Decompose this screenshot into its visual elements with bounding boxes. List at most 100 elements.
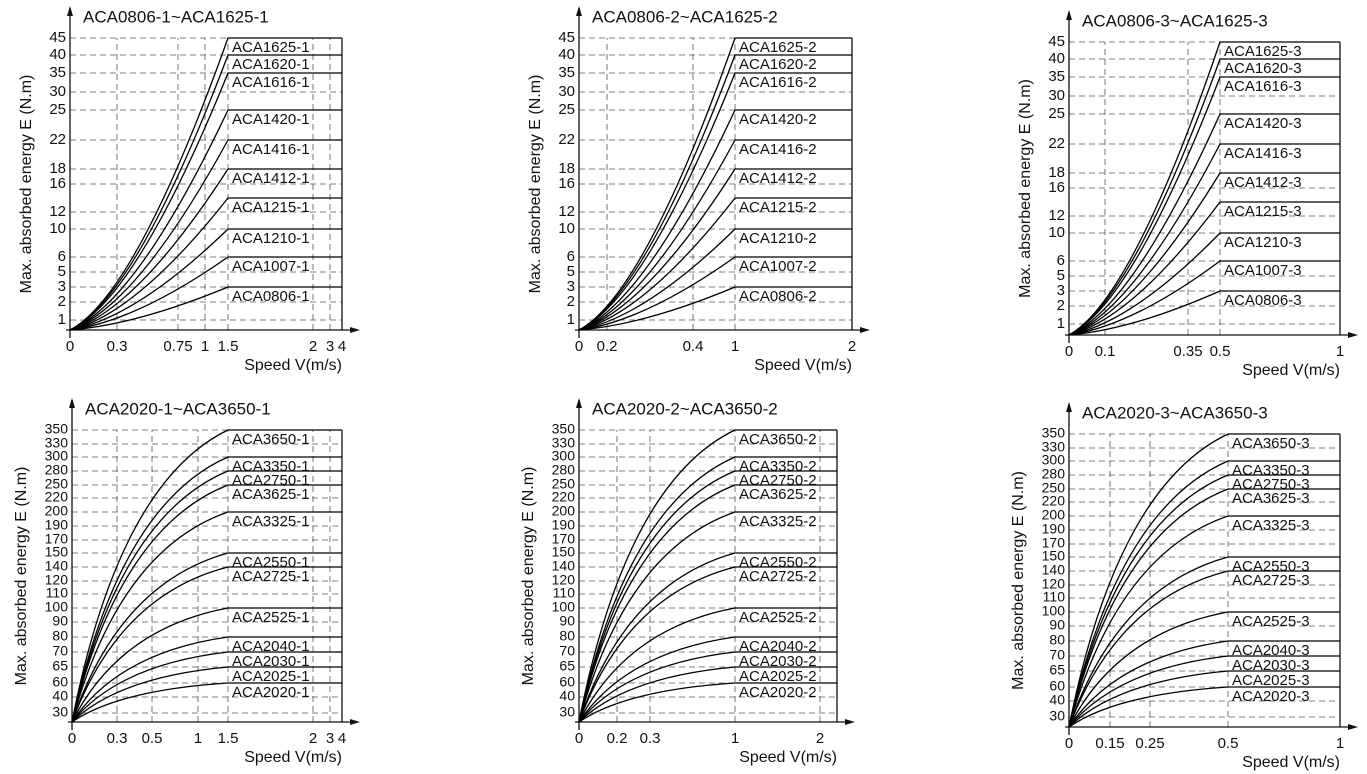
series-label: ACA0806-1: [232, 288, 310, 305]
series-line: [578, 682, 837, 723]
series-line: [1068, 201, 1340, 336]
y-tick-label: 150: [1042, 548, 1066, 564]
series-line: [71, 470, 342, 723]
y-tick-label: 65: [52, 658, 68, 674]
series-label: ACA2025-2: [739, 668, 817, 685]
series-line: [1068, 670, 1340, 728]
x-axis-arrow: [350, 719, 360, 725]
x-tick-label: 0: [66, 338, 74, 355]
series-line: [578, 72, 852, 331]
series-label: ACA1620-1: [232, 56, 310, 73]
y-tick-label: 170: [552, 531, 576, 547]
x-axis-arrow: [860, 327, 870, 333]
series-line: [578, 607, 837, 723]
series-line: [1068, 640, 1340, 728]
y-tick-label: 25: [558, 101, 575, 118]
y-tick-label: 6: [567, 248, 575, 265]
y-tick-label: 45: [558, 29, 575, 46]
series-line: [578, 511, 837, 723]
series-line: [1068, 76, 1340, 336]
x-tick-label: 0.5: [1218, 735, 1239, 752]
y-axis-label: Max. absorbed energy E (N.m): [1010, 471, 1027, 690]
y-tick-label: 70: [52, 643, 68, 659]
y-tick-label: 120: [552, 572, 576, 588]
series-label: ACA3625-2: [739, 486, 817, 503]
x-tick-label: 0.75: [163, 338, 192, 355]
y-tick-label: 170: [1042, 535, 1066, 551]
x-tick-label: 2: [816, 730, 824, 747]
y-tick-label: 25: [49, 101, 66, 118]
y-tick-label: 40: [49, 46, 66, 63]
series-label: ACA1416-3: [1224, 145, 1302, 162]
series-line: [1068, 58, 1340, 336]
series-line: [1068, 433, 1340, 728]
x-tick-label: 0.3: [107, 730, 128, 747]
y-tick-label: 150: [552, 544, 576, 560]
y-tick-label: 110: [46, 585, 69, 601]
x-tick-label: 0.1: [1095, 343, 1116, 360]
y-tick-label: 3: [1057, 282, 1065, 299]
x-tick-label: 3: [326, 338, 334, 355]
y-tick-label: 16: [49, 175, 66, 192]
y-tick-label: 80: [559, 628, 575, 644]
y-tick-label: 12: [558, 203, 575, 220]
y-tick-label: 100: [1042, 603, 1066, 619]
series-line: [69, 228, 342, 331]
x-tick-label: 0.5: [142, 730, 163, 747]
series-line: [578, 139, 852, 331]
chart-title: ACA0806-1~ACA1625-1: [83, 7, 269, 26]
chart-panel: 3040606570809010011012014015017019020022…: [1010, 402, 1358, 771]
y-tick-label: 60: [1049, 678, 1065, 694]
y-tick-label: 300: [552, 448, 576, 464]
x-tick-label: 1: [731, 730, 739, 747]
y-tick-label: 16: [1048, 179, 1065, 196]
y-tick-label: 65: [1049, 662, 1065, 678]
series-label: ACA3650-2: [739, 431, 817, 448]
y-tick-label: 1: [58, 311, 66, 328]
series-line: [1068, 143, 1340, 336]
series-line: [578, 286, 852, 331]
series-label: ACA3325-3: [1232, 517, 1310, 534]
y-tick-label: 16: [558, 175, 575, 192]
series-label: ACA2025-1: [232, 668, 310, 685]
y-tick-label: 90: [559, 613, 575, 629]
series-label: ACA3625-1: [232, 486, 310, 503]
y-tick-label: 350: [552, 421, 576, 437]
y-tick-label: 6: [58, 248, 66, 265]
y-axis-label: Max. absorbed energy E (N.m): [18, 75, 35, 294]
y-tick-label: 250: [1042, 480, 1066, 496]
y-tick-label: 280: [1042, 466, 1066, 482]
y-tick-label: 5: [58, 263, 66, 280]
series-line: [71, 484, 342, 723]
y-tick-label: 190: [45, 517, 69, 533]
series-line: [1068, 41, 1340, 336]
y-tick-label: 30: [52, 704, 68, 720]
y-tick-label: 5: [567, 263, 575, 280]
y-tick-label: 110: [1043, 589, 1066, 605]
y-tick-label: 280: [552, 462, 576, 478]
series-line: [578, 256, 852, 331]
y-axis-arrow: [576, 6, 582, 16]
y-tick-label: 280: [45, 462, 69, 478]
y-tick-label: 350: [1042, 425, 1066, 441]
x-tick-label: 0.2: [607, 730, 628, 747]
series-label: ACA3625-3: [1232, 490, 1310, 507]
series-label: ACA2040-1: [232, 638, 310, 655]
series-line: [578, 470, 837, 723]
x-tick-label: 4: [338, 730, 346, 747]
y-tick-label: 12: [49, 203, 66, 220]
y-tick-label: 35: [49, 64, 66, 81]
series-line: [1068, 611, 1340, 728]
series-line: [578, 666, 837, 723]
y-tick-label: 200: [45, 503, 69, 519]
series-line: [578, 109, 852, 331]
y-tick-label: 140: [45, 558, 69, 574]
series-label: ACA1625-1: [232, 39, 310, 56]
series-line: [1068, 232, 1340, 336]
y-tick-label: 30: [1048, 87, 1065, 104]
series-label: ACA3650-1: [232, 431, 310, 448]
x-tick-label: 0.3: [640, 730, 661, 747]
x-tick-label: 0: [575, 338, 583, 355]
series-line: [1068, 113, 1340, 336]
